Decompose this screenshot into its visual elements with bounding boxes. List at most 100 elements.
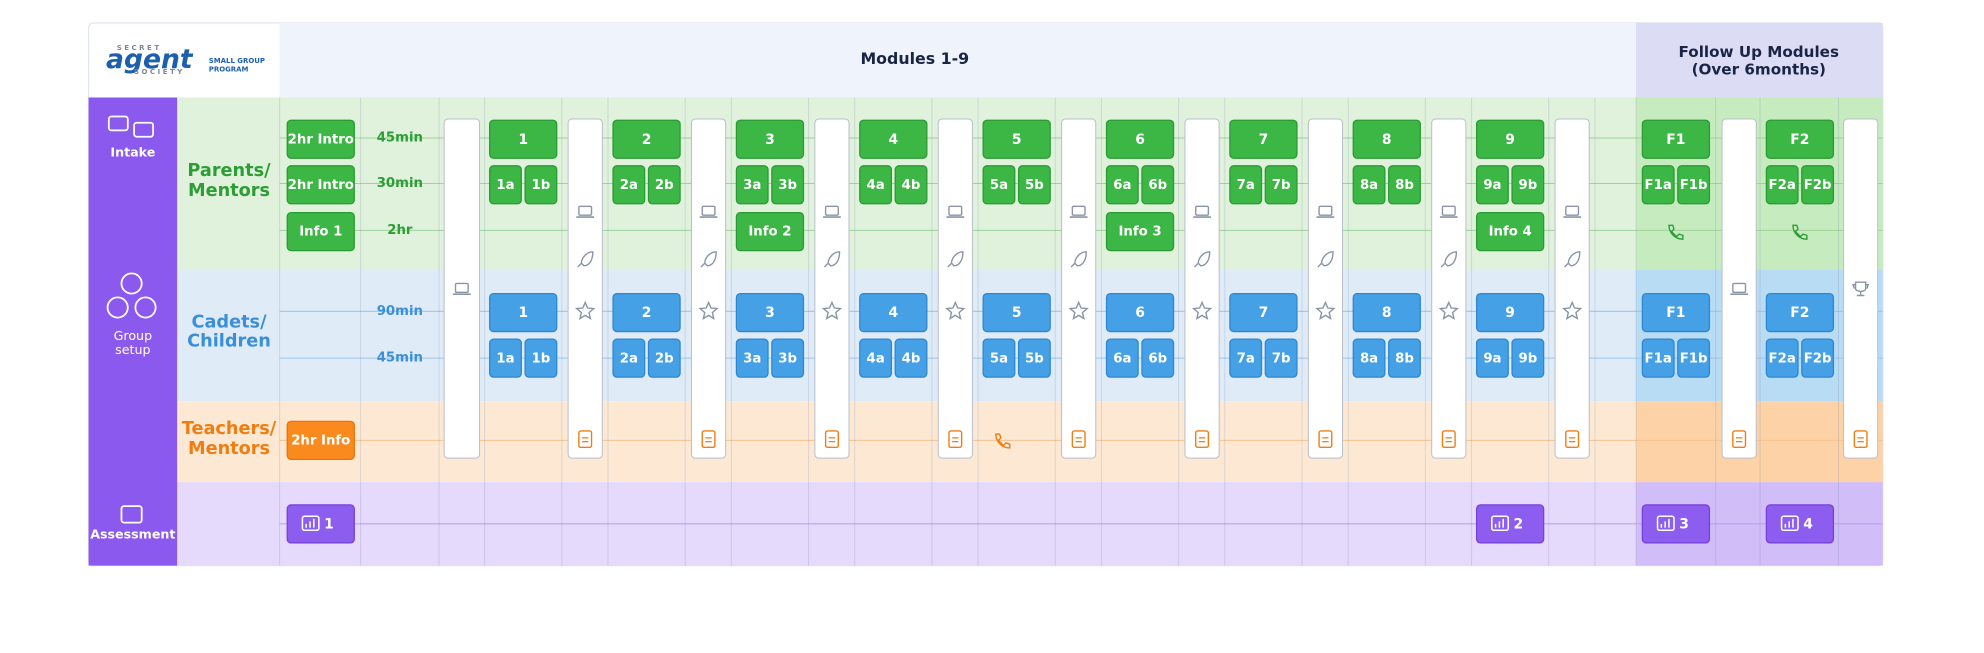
parent-session-box bbox=[524, 165, 558, 205]
laptop-icon bbox=[454, 282, 469, 294]
cadet-module-box-label: 1 bbox=[518, 305, 528, 321]
cadet-module-box-label: 6 bbox=[1135, 305, 1145, 321]
row-label: Children bbox=[187, 332, 271, 352]
cadet-session-box bbox=[489, 338, 522, 378]
cadet-session-box-label: 3b bbox=[778, 351, 797, 366]
follow-header-bg bbox=[1636, 22, 1883, 98]
parent-session-box bbox=[612, 165, 646, 205]
star-icon bbox=[945, 300, 966, 320]
row-label: Mentors bbox=[188, 181, 270, 201]
parent-session-box-label: 6a bbox=[1113, 178, 1131, 193]
parent-module-box bbox=[982, 119, 1051, 159]
follow-up-title: (Over 6months) bbox=[1692, 61, 1826, 79]
cadet-session-box bbox=[735, 338, 769, 378]
followup-parent-session-box-label: F1a bbox=[1645, 178, 1672, 193]
parent-session-box-label: 8b bbox=[1395, 178, 1414, 193]
time-label: 45min bbox=[377, 351, 423, 366]
trophy-icon bbox=[1852, 281, 1870, 297]
modules-title: Modules 1-9 bbox=[860, 49, 969, 68]
followup-parent-session-box bbox=[1765, 165, 1799, 205]
parent-session-box-label: 4b bbox=[902, 178, 921, 193]
parent-module-box-label: 9 bbox=[1505, 132, 1515, 148]
cadet-session-box bbox=[982, 338, 1016, 378]
laptop-icon bbox=[1195, 205, 1210, 216]
assessment-number: 1 bbox=[324, 517, 334, 533]
time-label: 45min bbox=[377, 130, 423, 145]
cadet-module-box bbox=[982, 292, 1051, 333]
laptop-icon bbox=[578, 205, 593, 216]
followup-cadet-session-box bbox=[1801, 338, 1835, 378]
assessment-box-icon bbox=[1780, 515, 1799, 531]
logo-main: agent bbox=[106, 44, 194, 75]
star-icon bbox=[575, 300, 596, 320]
followup-cadet-session-box bbox=[1641, 338, 1675, 378]
followup-cadet-session-box-label: F1b bbox=[1680, 351, 1708, 366]
doc-icon bbox=[1565, 430, 1580, 449]
time-label: 30min bbox=[377, 176, 423, 191]
cadet-session-box-label: 4b bbox=[902, 351, 921, 366]
parent-module-box-label: 7 bbox=[1259, 132, 1269, 148]
doc-icon bbox=[578, 430, 593, 449]
cadet-session-box bbox=[647, 338, 681, 378]
followup-cadet-session-box-label: F2a bbox=[1769, 351, 1796, 366]
doc-icon bbox=[1732, 430, 1747, 449]
cadet-module-box-label: 8 bbox=[1382, 305, 1392, 321]
parent-session-box bbox=[859, 165, 893, 205]
rocket-icon bbox=[1070, 251, 1087, 268]
blue-band bbox=[177, 269, 1637, 402]
time-label: 2hr bbox=[387, 223, 413, 238]
parent-session-box-label: 4a bbox=[866, 178, 884, 193]
parent-info-box-label: Info 3 bbox=[1118, 225, 1161, 240]
parent-session-box-label: 7b bbox=[1272, 178, 1291, 193]
star-icon bbox=[1315, 300, 1336, 320]
parent-session-box bbox=[1352, 165, 1386, 205]
phone-icon bbox=[1792, 224, 1808, 240]
parent-session-box-label: 2b bbox=[655, 178, 674, 193]
followup-parent-box bbox=[1641, 119, 1711, 159]
teacher-info-box bbox=[286, 420, 355, 460]
cadet-session-box-label: 8b bbox=[1395, 351, 1414, 366]
assessment-number: 3 bbox=[1679, 517, 1689, 533]
teacher-info-box-label: 2hr Info bbox=[291, 434, 350, 449]
cadet-session-box bbox=[1388, 338, 1421, 378]
followup-parent-session-box bbox=[1677, 165, 1711, 205]
cadet-session-box bbox=[1352, 338, 1386, 378]
parent-module-box bbox=[735, 119, 805, 159]
cadet-session-box-label: 3a bbox=[743, 351, 761, 366]
parent-session-box bbox=[982, 165, 1016, 205]
cadet-session-box bbox=[1264, 338, 1298, 378]
cadet-session-box-label: 6a bbox=[1113, 351, 1131, 366]
cadet-session-box-label: 2a bbox=[620, 351, 638, 366]
cadet-session-box bbox=[612, 338, 646, 378]
parent-session-box-label: 9b bbox=[1518, 178, 1537, 193]
parent-session-box bbox=[1017, 165, 1051, 205]
doc-icon bbox=[1195, 430, 1210, 449]
laptop-icon bbox=[1565, 205, 1580, 216]
assessment-box bbox=[1641, 504, 1711, 544]
cadet-module-box-label: 4 bbox=[888, 305, 898, 321]
assessment-box-icon bbox=[301, 515, 320, 531]
cadet-session-box bbox=[1475, 338, 1509, 378]
assessment-box bbox=[1475, 504, 1545, 544]
rocket-icon bbox=[700, 251, 717, 268]
cadet-session-box bbox=[1141, 338, 1175, 378]
cadet-session-box-label: 9b bbox=[1518, 351, 1537, 366]
followup-cadet-session-box-label: F2b bbox=[1804, 351, 1832, 366]
group-label: Group bbox=[114, 328, 152, 343]
rocket-icon bbox=[1440, 251, 1458, 268]
cadet-session-box-label: 9a bbox=[1483, 351, 1501, 366]
group-label: setup bbox=[115, 342, 150, 357]
followup-cadet-box-label: F2 bbox=[1790, 305, 1809, 321]
doc-icon bbox=[948, 430, 963, 449]
parent-module-box bbox=[489, 119, 558, 159]
parent-session-box-label: 5b bbox=[1025, 178, 1044, 193]
time-label: 90min bbox=[377, 304, 423, 319]
cadet-session-box-label: 8a bbox=[1360, 351, 1378, 366]
phone-icon bbox=[1668, 224, 1684, 240]
parent-module-box-label: 6 bbox=[1135, 132, 1145, 148]
logo-tag: SMALL GROUP bbox=[209, 57, 265, 65]
group-icon bbox=[106, 296, 129, 319]
parent-module-box-label: 4 bbox=[888, 132, 898, 148]
orange-band bbox=[177, 401, 1637, 483]
